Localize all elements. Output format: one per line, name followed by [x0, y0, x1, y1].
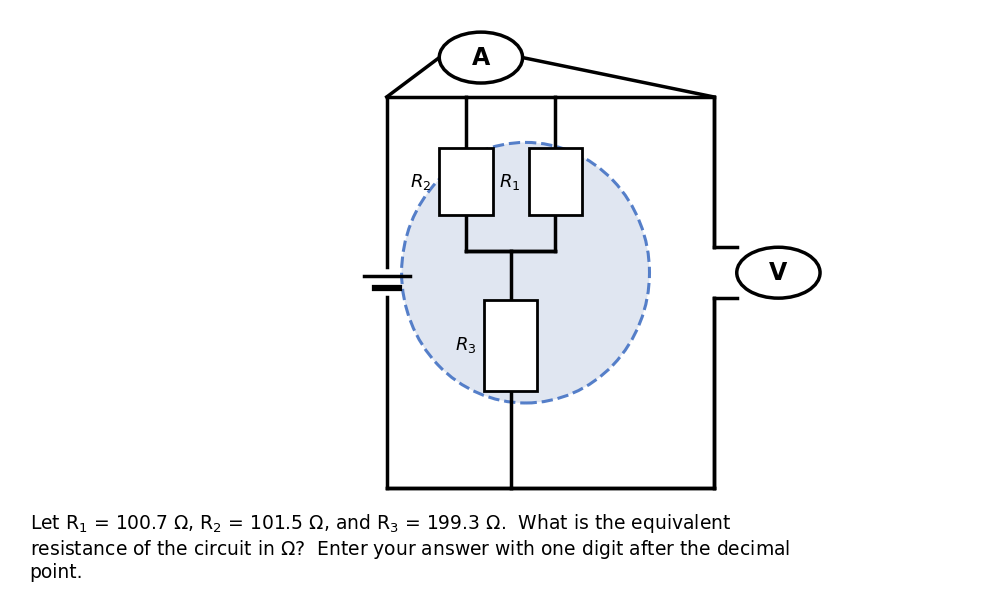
- Bar: [529, 148, 582, 215]
- Text: $R_3$: $R_3$: [455, 335, 476, 356]
- Circle shape: [439, 32, 523, 83]
- Text: resistance of the circuit in $\Omega$?  Enter your answer with one digit after t: resistance of the circuit in $\Omega$? E…: [30, 538, 790, 561]
- Ellipse shape: [402, 142, 649, 403]
- Bar: [484, 300, 537, 391]
- Text: V: V: [769, 261, 788, 285]
- Circle shape: [737, 247, 820, 298]
- Text: $R_2$: $R_2$: [410, 171, 431, 192]
- Bar: [439, 148, 493, 215]
- Text: point.: point.: [30, 563, 83, 582]
- Text: Let R$_1$ = 100.7 $\Omega$, R$_2$ = 101.5 $\Omega$, and R$_3$ = 199.3 $\Omega$. : Let R$_1$ = 100.7 $\Omega$, R$_2$ = 101.…: [30, 512, 731, 535]
- Text: A: A: [472, 45, 490, 70]
- Text: $R_1$: $R_1$: [499, 171, 521, 192]
